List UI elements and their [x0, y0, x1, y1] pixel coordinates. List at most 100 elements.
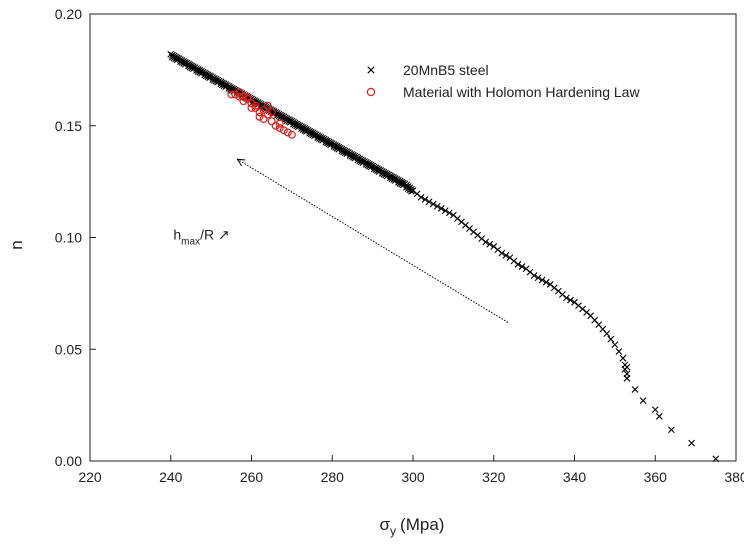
data-point-circle	[251, 101, 260, 110]
x-tick-label: 240	[159, 469, 183, 485]
data-point-x	[445, 209, 453, 217]
data-point-circle	[275, 119, 284, 128]
legend: 20MnB5 steel Material with Holomon Harde…	[366, 62, 640, 100]
data-point-circle	[263, 101, 272, 110]
x-tick-label: 340	[563, 469, 587, 485]
data-point-circle	[231, 90, 240, 99]
data-point-x	[621, 365, 629, 373]
legend-entry-holomon: Material with Holomon Hardening Law	[366, 84, 640, 100]
x-tick-label: 300	[401, 469, 425, 485]
data-point-x	[514, 260, 522, 268]
data-point-x	[429, 200, 437, 208]
data-point-x	[482, 238, 490, 246]
annotation-arrow-icon: ↗	[218, 227, 230, 243]
y-tick-label: 0.20	[55, 6, 82, 22]
series-layer	[167, 50, 720, 463]
x-axis-label-subscript: y	[390, 524, 396, 538]
data-point-circle	[243, 92, 252, 101]
legend-entry-20mnb5: 20MnB5 steel	[367, 62, 489, 78]
data-point-x	[639, 397, 647, 405]
annotation-arrow-line	[237, 158, 509, 323]
data-point-x	[567, 296, 574, 304]
data-point-x	[563, 294, 570, 302]
data-point-circle	[239, 92, 248, 101]
x-tick-label: 360	[644, 469, 668, 485]
data-point-circle	[259, 106, 268, 115]
y-tick-label: 0.15	[55, 118, 82, 134]
data-point-circle	[239, 97, 248, 106]
x-tick-label: 280	[321, 469, 345, 485]
data-point-circle	[267, 108, 276, 117]
x-tick-label: 220	[78, 469, 102, 485]
data-point-x	[417, 193, 425, 201]
data-point-circle	[227, 90, 236, 99]
data-point-circle	[279, 126, 288, 135]
data-point-x	[542, 278, 550, 286]
data-point-x	[651, 406, 659, 413]
data-point-x	[631, 386, 639, 393]
y-axis-ticks: 0.00 0.05 0.10 0.15 0.20	[55, 6, 96, 469]
data-point-x	[611, 341, 619, 349]
data-point-circle	[267, 117, 276, 126]
data-point-x	[486, 240, 494, 248]
data-point-x	[502, 251, 510, 259]
legend-marker-circle	[366, 87, 376, 97]
data-point-circle	[271, 121, 280, 130]
data-point-x	[668, 426, 675, 434]
data-point-x	[437, 205, 445, 212]
annotation-suffix: /R	[200, 227, 218, 243]
data-point-x	[603, 330, 611, 337]
data-point-x	[433, 202, 441, 210]
data-point-circle	[287, 130, 296, 139]
data-point-x	[407, 187, 415, 195]
data-point-circle	[247, 103, 256, 112]
annotation-hmax-r: hmax/R ↗	[173, 227, 229, 248]
data-point-x	[615, 348, 623, 355]
x-axis-label-unit: (Mpa)	[400, 515, 444, 534]
x-tick-label: 260	[240, 469, 264, 485]
data-point-circle	[263, 110, 272, 119]
data-point-circle	[283, 128, 292, 137]
legend-label-20mnb5: 20MnB5 steel	[403, 62, 489, 78]
data-point-x	[367, 66, 375, 74]
data-point-circle	[259, 115, 268, 124]
data-point-x	[425, 198, 433, 206]
y-tick-label: 0.05	[55, 341, 82, 357]
x-axis-label-symbol: σ	[380, 515, 391, 534]
data-point-x	[441, 207, 449, 215]
annotation-base: h	[173, 227, 181, 243]
data-point-circle	[255, 112, 264, 121]
data-point-x	[607, 335, 615, 343]
y-axis-label: n	[7, 240, 26, 249]
data-point-x	[534, 274, 542, 282]
annotation-layer: hmax/R ↗	[173, 158, 509, 323]
legend-marker-x	[367, 66, 375, 74]
data-point-circle	[235, 88, 244, 97]
y-tick-label: 0.00	[55, 453, 82, 469]
annotation-subscript: max	[181, 237, 200, 248]
data-point-circle	[255, 108, 264, 117]
data-point-circle	[251, 103, 260, 112]
data-point-circle	[243, 94, 252, 103]
annotation-arrowhead	[236, 158, 246, 167]
data-point-x	[518, 263, 526, 270]
data-point-circle	[366, 87, 376, 97]
data-point-circle	[235, 92, 244, 101]
data-point-x	[538, 276, 546, 284]
legend-label-holomon: Material with Holomon Hardening Law	[403, 84, 640, 100]
data-point-x	[688, 439, 695, 447]
data-point-x	[421, 196, 429, 203]
x-axis-label: σy (Mpa)	[380, 515, 445, 538]
data-point-x	[623, 374, 631, 382]
x-tick-label: 320	[482, 469, 506, 485]
data-point-x	[498, 249, 506, 257]
x-tick-label: 380	[724, 469, 744, 485]
data-point-circle	[275, 123, 284, 132]
series-20mnb5-steel	[167, 50, 720, 463]
x-axis-ticks: 220 240 260 280 300 320 340 360 380	[78, 455, 744, 485]
y-tick-label: 0.10	[55, 230, 82, 246]
series-holomon-hardening	[227, 88, 296, 139]
data-point-circle	[247, 99, 256, 108]
data-point-x	[530, 272, 538, 279]
